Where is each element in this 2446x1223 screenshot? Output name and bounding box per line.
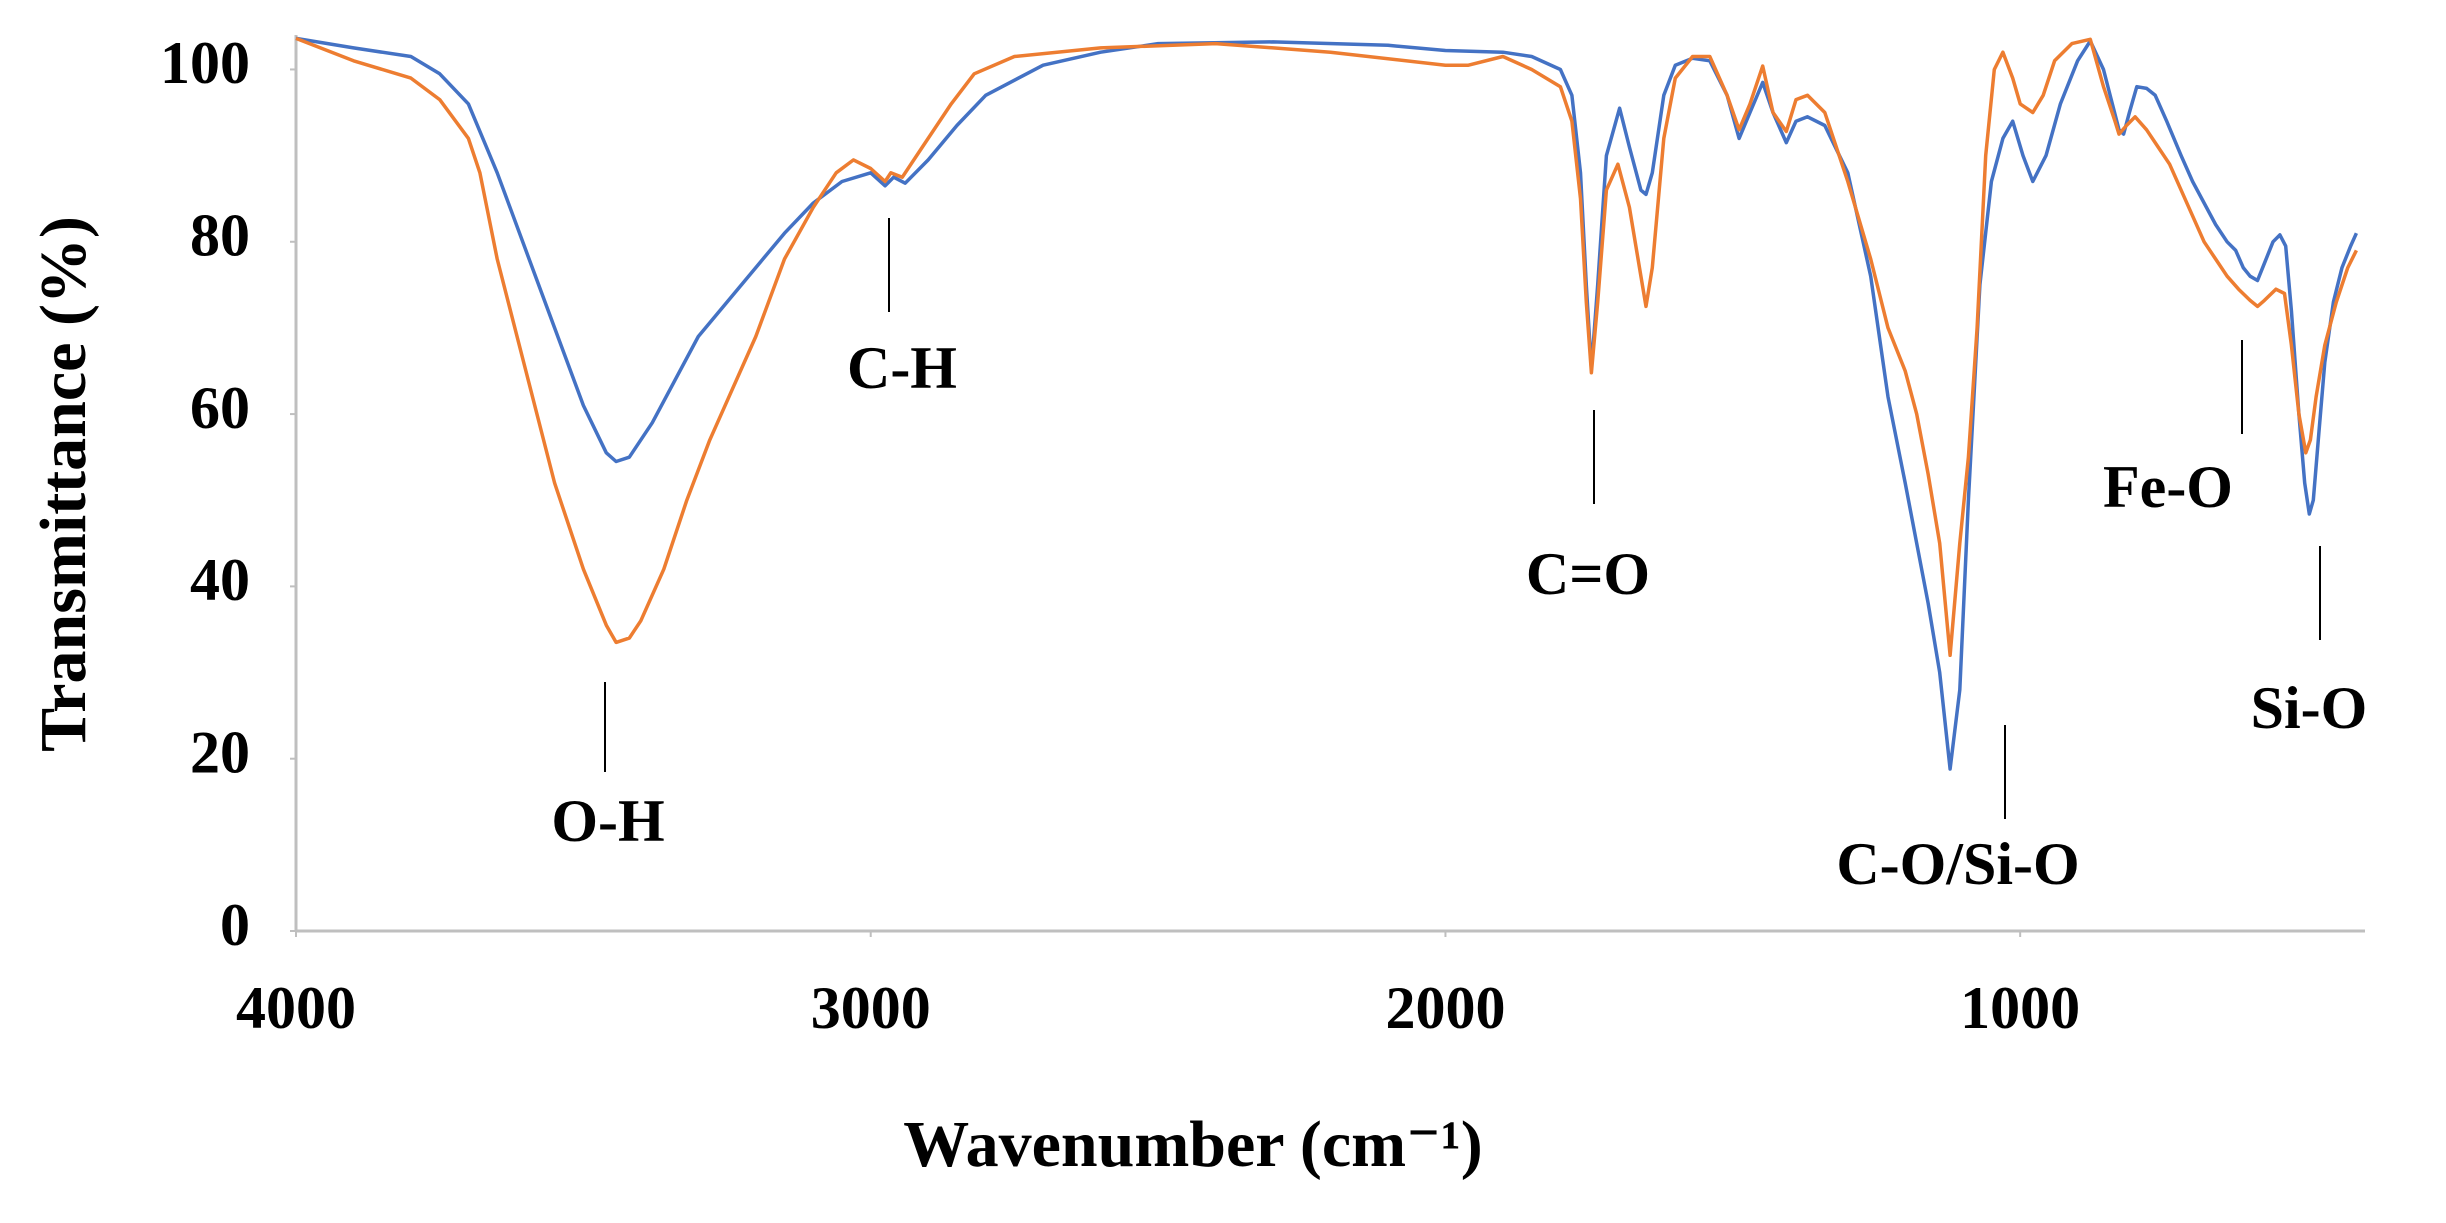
annotation: C=O	[1526, 541, 1650, 607]
y-tick-label: 60	[190, 375, 250, 441]
y-tick-label: 40	[190, 547, 250, 613]
x-axis-title: Wavenumber (cm⁻¹)	[903, 1108, 1483, 1181]
x-tick-label: 1000	[1960, 975, 2080, 1041]
y-axis-title: Transmittance (%)	[27, 216, 100, 752]
spectrum-line	[295, 36, 2358, 658]
y-tick-label: 80	[190, 203, 250, 269]
annotation: O-H	[551, 788, 664, 854]
y-tick-label: 100	[160, 30, 250, 96]
spectrum-line	[295, 36, 2358, 771]
x-tick-label: 2000	[1385, 975, 1505, 1041]
annotation: Si-O	[2251, 675, 2368, 741]
y-tick-label: 20	[190, 719, 250, 785]
annotation: Fe-O	[2103, 454, 2233, 520]
x-tick-label: 3000	[811, 975, 931, 1041]
x-tick-label: 4000	[236, 975, 356, 1041]
annotation: C-H	[847, 335, 957, 401]
annotation: C-O/Si-O	[1836, 831, 2079, 897]
y-tick-label: 0	[220, 892, 250, 958]
